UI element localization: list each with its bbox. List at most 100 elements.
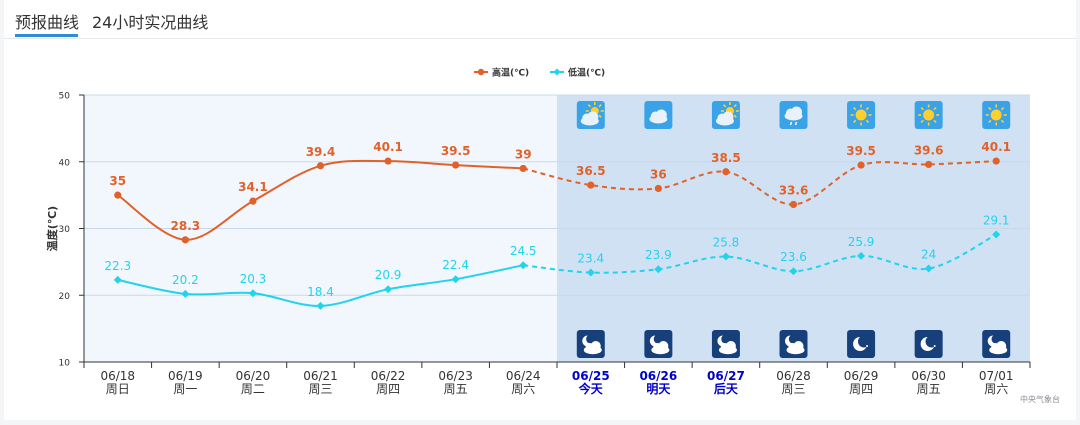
- low-temp-point: [316, 301, 325, 310]
- chart-legend: 高温(℃) 低温(℃): [474, 67, 605, 79]
- sunny-icon: [914, 101, 943, 129]
- series-line-forecast: [523, 233, 997, 274]
- x-day-label: 周三: [308, 382, 332, 396]
- low-temp-point: [586, 268, 595, 277]
- high-temp-point: [789, 200, 798, 209]
- low-temp-label: 24.5: [510, 244, 537, 258]
- high-temp-point: [316, 162, 325, 170]
- x-day-label: 周四: [849, 382, 873, 396]
- legend-label: 低温(℃): [567, 67, 605, 79]
- x-day-label: 周六: [984, 382, 1008, 396]
- credit-text: 中央气象台: [1020, 395, 1060, 404]
- low-temp-label: 29.1: [983, 214, 1010, 228]
- low-temp-point: [384, 285, 393, 294]
- sun-ray: [853, 107, 857, 111]
- clear-night-icon: [914, 330, 943, 358]
- x-date-label: 06/25: [572, 369, 610, 383]
- tab-24h-observation-curve[interactable]: 24小时实况曲线: [92, 13, 209, 32]
- y-tick-label: 20: [59, 292, 71, 302]
- rain-drop: [794, 121, 798, 126]
- cloud-part: [655, 109, 667, 121]
- sun-ray: [1000, 107, 1005, 111]
- high-temp-point: [992, 157, 1000, 165]
- low-temp-point: [248, 289, 257, 298]
- x-date-label: 06/30: [911, 369, 946, 383]
- high-temp-label: 39: [515, 147, 532, 161]
- low-temp-label: 23.4: [577, 252, 604, 266]
- cloudy-icon: [644, 101, 673, 129]
- cloud-part: [996, 341, 1007, 351]
- low-temp-point: [992, 230, 1001, 239]
- sun-ray: [722, 104, 727, 108]
- sun-ray: [865, 119, 870, 123]
- high-temp-label: 40.1: [981, 140, 1011, 154]
- moon-shadow: [586, 334, 596, 344]
- low-temp-label: 23.6: [780, 250, 807, 264]
- high-temp-label: 39.5: [441, 144, 471, 158]
- x-day-label: 周四: [376, 382, 400, 396]
- high-temp-point: [722, 168, 730, 176]
- high-temp-point: [519, 164, 527, 173]
- x-day-label: 周一: [173, 382, 197, 396]
- high-temp-point: [857, 161, 865, 169]
- sun-ray: [853, 119, 857, 123]
- y-tick-label: 10: [59, 359, 71, 369]
- high-temp-point: [587, 181, 595, 189]
- high-temp-label: 39.4: [306, 145, 336, 159]
- moon-shadow: [653, 334, 664, 344]
- x-date-label: 06/26: [639, 369, 677, 383]
- sun-ray: [933, 119, 937, 123]
- x-day-label: 周三: [781, 382, 805, 396]
- high-temp-label: 28.3: [171, 219, 201, 233]
- sun-ray: [1000, 119, 1005, 123]
- moon-shadow: [991, 334, 1001, 344]
- high-temp-point: [181, 236, 189, 244]
- high-temp-label: 38.5: [711, 151, 741, 165]
- low-temp-point: [181, 289, 190, 298]
- x-date-label: 06/23: [438, 369, 473, 383]
- low-temp-label: 20.3: [240, 272, 267, 286]
- high-temp-point: [114, 191, 122, 199]
- x-day-label: 今天: [578, 381, 604, 396]
- moon-shadow: [721, 334, 731, 344]
- low-temp-label: 20.9: [375, 268, 402, 282]
- moon-shadow: [857, 335, 870, 348]
- cloud-part: [793, 341, 804, 351]
- sunny-icon: [847, 101, 876, 129]
- sunny-icon: [982, 101, 1011, 129]
- high-temp-label: 39.5: [846, 144, 876, 158]
- sun-ray: [865, 107, 870, 111]
- low-temp-point: [654, 265, 663, 274]
- partly-cloudy-icon: [711, 101, 740, 129]
- legend-marker: [553, 68, 561, 76]
- clear-night-icon: [847, 330, 876, 358]
- tab-forecast-curve[interactable]: 预报曲线: [15, 13, 80, 32]
- high-temp-point: [925, 160, 933, 169]
- tab-bar: 预报曲线 24小时实况曲线: [4, 0, 1076, 39]
- x-day-label: 周二: [241, 382, 265, 396]
- x-date-label: 06/20: [236, 369, 271, 383]
- y-tick-label: 40: [59, 158, 71, 168]
- cloud-part: [725, 341, 736, 351]
- high-temp-label: 34.1: [238, 180, 268, 194]
- high-temp-point: [384, 157, 392, 165]
- star: [933, 345, 936, 347]
- x-date-label: 06/19: [168, 369, 203, 383]
- cloudy-night-icon: [576, 330, 605, 358]
- low-temp-label: 23.9: [645, 248, 672, 262]
- legend-label: 高温(℃): [492, 67, 529, 79]
- low-temp-label: 25.9: [848, 235, 875, 249]
- cloudy-night-icon: [779, 330, 808, 358]
- x-date-label: 06/27: [707, 369, 745, 383]
- x-day-label: 后天: [714, 381, 739, 396]
- low-temp-point: [113, 275, 122, 284]
- sun-disc: [990, 109, 1002, 121]
- sun-ray: [733, 114, 737, 118]
- cloudy-night-icon: [644, 330, 673, 358]
- sun-ray: [920, 119, 924, 123]
- x-day-label: 周五: [917, 382, 941, 396]
- sun-ray: [587, 104, 592, 108]
- high-temp-point: [654, 184, 662, 193]
- low-temp-label: 22.3: [104, 259, 131, 273]
- low-temp-label: 22.4: [442, 258, 469, 272]
